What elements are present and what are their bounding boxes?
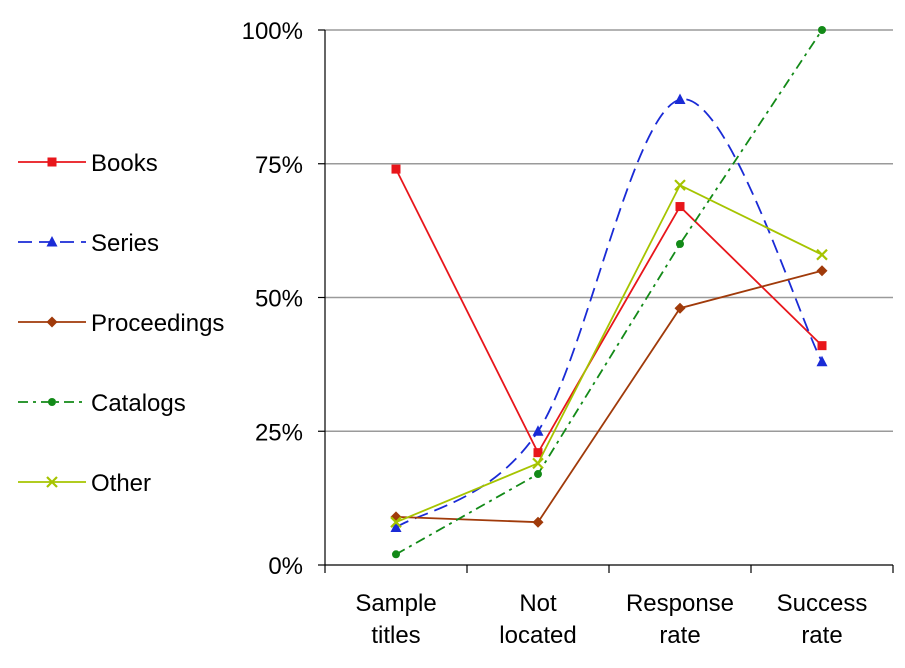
- data-point-series: [532, 425, 544, 436]
- legend-marker-other: [46, 476, 58, 488]
- legend-marker-books: [47, 157, 57, 167]
- data-point-other: [816, 248, 828, 261]
- data-point-books: [533, 448, 543, 458]
- legend-label-other: Other: [91, 470, 151, 497]
- y-tick-label: 50%: [255, 286, 303, 313]
- legend-label-proceedings: Proceedings: [91, 310, 224, 337]
- data-point-series: [816, 355, 828, 367]
- legend-marker-proceedings: [46, 316, 58, 328]
- data-point-other: [674, 179, 686, 191]
- y-tick-label: 25%: [255, 419, 303, 446]
- legend-item-catalogs: Catalogs: [18, 390, 186, 417]
- x-category-label: Response rate: [626, 590, 734, 649]
- y-tick-labels: 0% 25% 50% 75% 100%: [242, 18, 303, 580]
- x-category-label: Not located: [499, 590, 576, 649]
- legend-marker-catalogs: [48, 398, 56, 406]
- data-point-catalogs: [392, 550, 400, 559]
- series-books: [391, 164, 827, 458]
- series-line-other: [395, 183, 823, 524]
- legend-label-series: Series: [91, 230, 159, 257]
- data-point-other: [532, 457, 544, 470]
- data-point-series: [674, 93, 686, 105]
- series-catalogs: [392, 26, 826, 559]
- x-category-label: Sample titles: [355, 590, 436, 649]
- data-point-books: [675, 202, 685, 212]
- data-point-catalogs: [534, 470, 542, 479]
- data-point-other: [390, 516, 402, 528]
- data-point-catalogs: [818, 26, 826, 34]
- series-line-proceedings: [395, 269, 823, 524]
- data-point-proceedings: [674, 302, 686, 314]
- legend-item-other: Other: [18, 470, 151, 497]
- legend-label-books: Books: [91, 150, 158, 177]
- data-point-books: [817, 341, 827, 351]
- series-other: [390, 179, 828, 528]
- series-lines: [390, 26, 828, 559]
- data-point-books: [391, 164, 401, 174]
- legend-item-books: Books: [18, 150, 158, 177]
- x-category-label: Success rate: [777, 590, 868, 649]
- legend-marker-series: [46, 236, 58, 247]
- legend: Books Series Proceedings Catalogs Other: [18, 150, 224, 497]
- x-category-labels: Sample titles Not located Response rate Succes…: [355, 590, 867, 649]
- data-point-proceedings: [816, 265, 828, 277]
- series-series: [390, 93, 828, 533]
- y-tick-label: 100%: [242, 18, 303, 45]
- data-point-catalogs: [676, 240, 684, 248]
- legend-label-catalogs: Catalogs: [91, 390, 186, 417]
- gridlines: [325, 29, 893, 432]
- data-point-proceedings: [532, 516, 544, 528]
- axes: [318, 29, 894, 573]
- legend-item-series: Series: [18, 230, 159, 257]
- y-tick-label: 75%: [255, 152, 303, 179]
- y-tick-label: 0%: [268, 553, 303, 580]
- legend-item-proceedings: Proceedings: [18, 310, 224, 337]
- series-line-catalogs: [395, 29, 823, 556]
- series-line-books: [395, 168, 823, 455]
- data-point-series: [390, 521, 402, 533]
- series-proceedings: [390, 265, 828, 528]
